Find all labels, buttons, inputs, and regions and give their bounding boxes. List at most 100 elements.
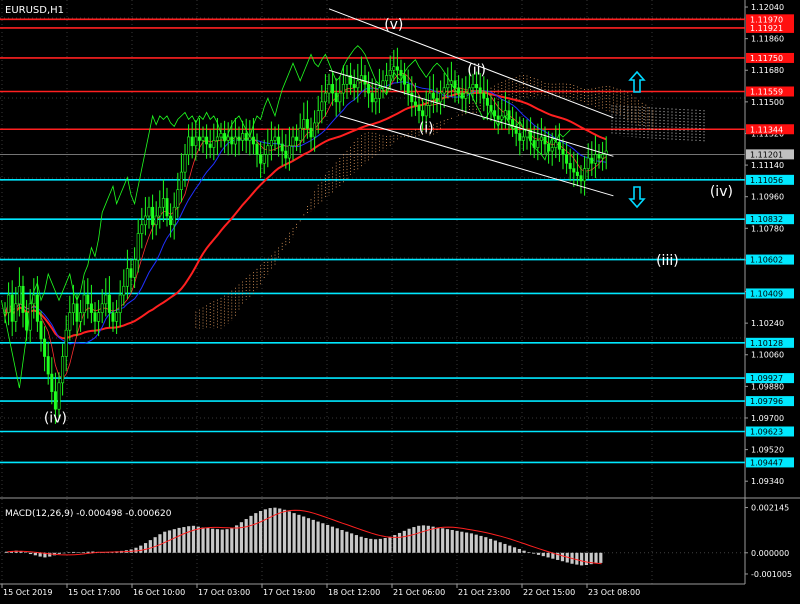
- candle-body: [475, 83, 479, 89]
- macd-bar: [378, 538, 382, 553]
- macd-bar: [244, 519, 248, 553]
- candle-body: [511, 119, 515, 127]
- candle-body: [467, 87, 471, 94]
- candle-body: [485, 98, 489, 106]
- macd-bar: [441, 528, 445, 553]
- resistance-price-tag: [746, 86, 794, 97]
- candle-body: [71, 303, 75, 313]
- candle-body: [323, 92, 327, 103]
- candle-body: [428, 92, 432, 106]
- time-tick-label: 21 Oct 23:00: [458, 588, 510, 597]
- candle-body: [403, 75, 407, 85]
- macd-bar: [460, 531, 464, 553]
- support-price-tag: [746, 457, 794, 468]
- price-tick-label: 1.10960: [751, 193, 784, 202]
- macd-bar: [330, 526, 335, 553]
- candle-body: [122, 285, 126, 296]
- macd-bar: [258, 511, 263, 553]
- candle-body: [435, 98, 439, 103]
- resistance-price-label: 1.11970: [750, 15, 783, 24]
- candle-body: [79, 312, 83, 322]
- candle-body: [554, 141, 558, 148]
- macd-bar: [19, 551, 23, 553]
- candle-body: [439, 92, 443, 103]
- macd-bar: [335, 528, 339, 553]
- candle-body: [392, 66, 396, 71]
- wave-label: (iv): [44, 410, 67, 426]
- support-price-label: 1.09447: [750, 458, 783, 467]
- candle-body: [421, 110, 425, 117]
- macd-bar: [584, 552, 589, 566]
- candle-body: [287, 145, 291, 159]
- wave-labels: (iv) (v) (i) (ii) (iii) (iv): [44, 17, 733, 426]
- candle-body: [575, 171, 579, 176]
- candle-body: [280, 143, 284, 152]
- macd-bar: [282, 509, 287, 553]
- candle-body: [269, 140, 273, 147]
- candle-body: [363, 75, 367, 85]
- macd-bar: [268, 508, 272, 553]
- wave-label: (v): [384, 17, 403, 33]
- candle-body: [82, 294, 86, 313]
- support-price-label: 1.09927: [750, 374, 783, 383]
- time-tick-label: 17 Oct 19:00: [263, 588, 315, 597]
- time-tick-label: 15 Oct 2019: [3, 588, 52, 597]
- macd-bar: [72, 551, 76, 553]
- candle-body: [503, 110, 507, 117]
- macd-bar: [196, 526, 200, 553]
- macd-bar: [235, 525, 239, 553]
- candle-body: [532, 140, 536, 148]
- candle-body: [151, 206, 155, 226]
- macd-bar: [24, 552, 28, 553]
- macd-bar: [364, 538, 368, 553]
- time-tick-label: 22 Oct 15:00: [523, 588, 575, 597]
- macd-bar: [38, 552, 42, 557]
- candle-body: [197, 136, 201, 141]
- candle-body: [482, 92, 486, 99]
- support-price-label: 1.10832: [750, 215, 783, 224]
- candle-body: [478, 87, 482, 94]
- candle-body: [302, 119, 306, 129]
- resistance-price-tag: [746, 52, 794, 63]
- candle-body: [68, 312, 72, 331]
- candle-body: [50, 373, 54, 392]
- macd-bar: [143, 543, 148, 553]
- candle-body: [194, 136, 198, 147]
- price-tick-label: 1.09700: [751, 414, 784, 423]
- candle-body: [215, 136, 219, 141]
- candle-body: [28, 303, 32, 331]
- direction-arrows: [628, 70, 646, 209]
- macd-bar: [369, 538, 373, 553]
- price-axis: 1.120401.118601.116801.115001.113201.111…: [745, 3, 794, 486]
- candle-body: [370, 92, 374, 103]
- macd-bar: [373, 539, 378, 553]
- candle-body: [334, 92, 338, 103]
- macd-bar: [292, 513, 296, 553]
- candle-body: [291, 136, 295, 147]
- macd-bar: [187, 526, 191, 553]
- candle-body: [295, 136, 299, 141]
- time-tick-label: 23 Oct 08:00: [588, 588, 640, 597]
- time-tick-label: 21 Oct 06:00: [393, 588, 445, 597]
- candle-body: [331, 83, 335, 94]
- candle-body: [583, 168, 587, 182]
- macd-bar: [139, 545, 143, 553]
- macd-bar: [407, 528, 411, 553]
- resistance-price-label: 1.11344: [750, 125, 783, 134]
- moving-average-line: [4, 91, 607, 340]
- candle-body: [446, 83, 450, 89]
- support-price-tag: [746, 396, 794, 407]
- candle-body: [406, 83, 410, 94]
- candle-body: [374, 98, 378, 103]
- price-tick-label: 1.09520: [751, 446, 784, 455]
- resistance-price-label: 1.11559: [750, 87, 783, 96]
- resistance-price-tag: [746, 22, 794, 33]
- candle-body: [518, 133, 522, 141]
- candle-body: [572, 168, 576, 173]
- candle-body: [172, 206, 176, 226]
- macd-tick-label: -0.001005: [751, 570, 792, 579]
- candle-body: [536, 140, 540, 148]
- candle-body: [158, 206, 162, 217]
- candle-body: [601, 154, 605, 159]
